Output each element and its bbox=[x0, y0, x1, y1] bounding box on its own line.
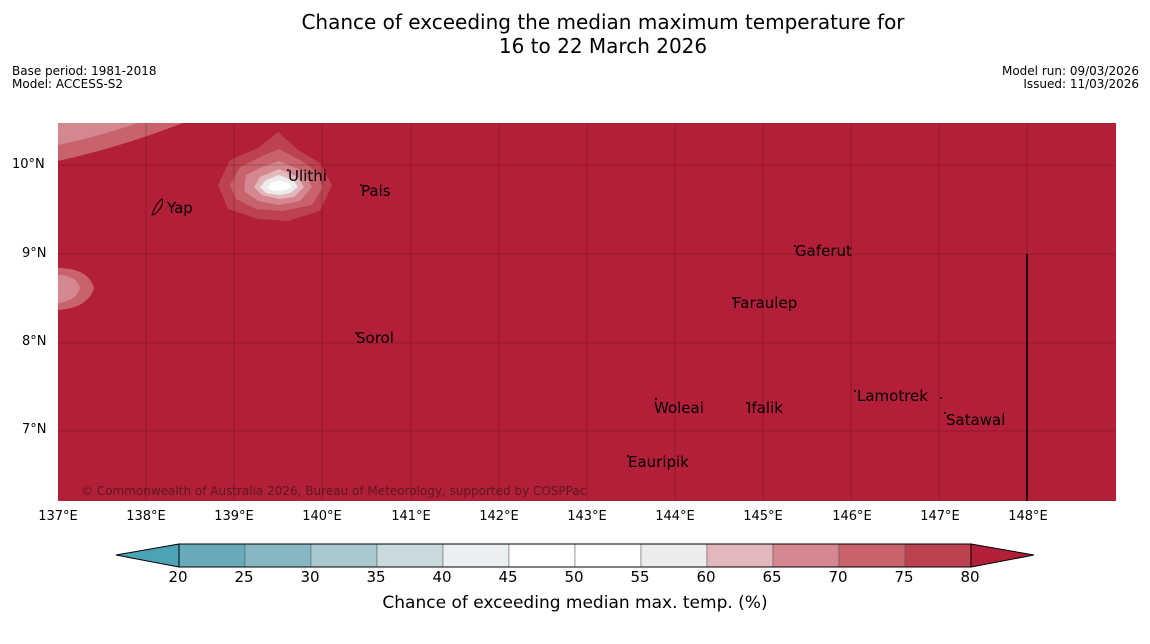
colorbar-bin-55 bbox=[640, 543, 708, 568]
colorbar-tick-55: 55 bbox=[630, 568, 650, 586]
lon-label-142e: 142°E bbox=[479, 509, 519, 524]
lon-label-146e: 146°E bbox=[832, 509, 872, 524]
colorbar-frame bbox=[178, 543, 972, 568]
place-label-pais: Pais bbox=[361, 182, 391, 200]
colorbar-tick-30: 30 bbox=[300, 568, 320, 586]
lon-label-140e: 140°E bbox=[302, 509, 342, 524]
sorol-island-dot bbox=[355, 332, 357, 334]
contour-65-left bbox=[58, 275, 80, 303]
meta-right: Model run: 09/03/2026 Issued: 11/03/2026 bbox=[1002, 65, 1139, 91]
lon-label-139e: 139°E bbox=[214, 509, 254, 524]
colorbar bbox=[115, 543, 1035, 568]
base-period: Base period: 1981-2018 bbox=[12, 64, 157, 78]
map-svg bbox=[58, 123, 1116, 501]
colorbar-bin-30 bbox=[310, 543, 378, 568]
lamotrek-island-dot bbox=[854, 390, 856, 392]
colorbar-bin-25 bbox=[244, 543, 312, 568]
lon-label-141e: 141°E bbox=[391, 509, 431, 524]
lon-label-145e: 145°E bbox=[743, 509, 783, 524]
ifalik-island-dot bbox=[746, 402, 748, 404]
colorbar-tick-50: 50 bbox=[564, 568, 584, 586]
place-label-gaferut: Gaferut bbox=[795, 242, 852, 260]
issued-date: Issued: 11/03/2026 bbox=[1023, 77, 1139, 91]
lat-label-9n: 9°N bbox=[22, 246, 47, 261]
pais-island-dot bbox=[360, 184, 362, 186]
colorbar-tick-40: 40 bbox=[432, 568, 452, 586]
colorbar-tick-70: 70 bbox=[828, 568, 848, 586]
copyright-notice: © Commonwealth of Australia 2026, Bureau… bbox=[81, 484, 587, 498]
gaferut-island-dot bbox=[794, 245, 796, 247]
eauripik-island-dot bbox=[627, 455, 629, 457]
colorbar-bin-40 bbox=[442, 543, 510, 568]
lon-label-143e: 143°E bbox=[567, 509, 607, 524]
lon-label-137e: 137°E bbox=[38, 509, 78, 524]
place-label-eauripik: Eauripik bbox=[628, 453, 689, 471]
colorbar-bin-35 bbox=[376, 543, 444, 568]
colorbar-tick-45: 45 bbox=[498, 568, 518, 586]
model-name: Model: ACCESS-S2 bbox=[12, 77, 124, 91]
lon-label-138e: 138°E bbox=[126, 509, 166, 524]
colorbar-tick-25: 25 bbox=[234, 568, 254, 586]
colorbar-title: Chance of exceeding median max. temp. (%… bbox=[382, 593, 768, 613]
colorbar-bin-75 bbox=[904, 543, 972, 568]
title-line-2: 16 to 22 March 2026 bbox=[498, 34, 708, 58]
colorbar-tick-35: 35 bbox=[366, 568, 386, 586]
place-label-satawal: Satawal bbox=[946, 411, 1006, 429]
colorbar-over-arrow bbox=[970, 543, 1035, 568]
colorbar-bin-65 bbox=[772, 543, 840, 568]
place-label-woleai: Woleai bbox=[654, 399, 704, 417]
model-run: Model run: 09/03/2026 bbox=[1001, 64, 1139, 78]
lon-label-148e: 148°E bbox=[1008, 509, 1048, 524]
colorbar-tick-65: 65 bbox=[762, 568, 782, 586]
place-label-faraulep: Faraulep bbox=[733, 294, 798, 312]
lon-label-147e: 147°E bbox=[920, 509, 960, 524]
satawal-island-dot bbox=[944, 412, 946, 414]
woleai-island-dot bbox=[655, 398, 657, 400]
colorbar-bin-70 bbox=[838, 543, 906, 568]
lat-label-10n: 10°N bbox=[12, 157, 45, 172]
colorbar-tick-60: 60 bbox=[696, 568, 716, 586]
place-label-sorol: Sorol bbox=[356, 329, 394, 347]
lamotrek-east-dot bbox=[940, 397, 942, 399]
colorbar-tick-20: 20 bbox=[168, 568, 188, 586]
ulithi-island-dot bbox=[287, 169, 289, 171]
place-label-lamotrek: Lamotrek bbox=[857, 387, 928, 405]
place-label-ifalik: Ifalik bbox=[747, 399, 783, 417]
map-title: Chance of exceeding the median maximum t… bbox=[0, 10, 1150, 58]
colorbar-bin-50 bbox=[574, 543, 642, 568]
colorbar-bin-60 bbox=[706, 543, 774, 568]
colorbar-tick-80: 80 bbox=[960, 568, 980, 586]
lon-label-144e: 144°E bbox=[655, 509, 695, 524]
meta-left: Base period: 1981-2018 Model: ACCESS-S2 bbox=[12, 65, 157, 91]
contour-65-topleft bbox=[58, 123, 138, 145]
contour-50-ulithi bbox=[268, 180, 292, 191]
colorbar-under-arrow bbox=[115, 543, 180, 568]
colorbar-tick-75: 75 bbox=[894, 568, 914, 586]
place-label-yap: Yap bbox=[167, 199, 193, 217]
lat-label-8n: 8°N bbox=[22, 334, 47, 349]
colorbar-bins bbox=[178, 543, 972, 568]
yap-island-shape bbox=[151, 198, 163, 216]
lat-label-7n: 7°N bbox=[22, 422, 47, 437]
map-panel[interactable] bbox=[58, 123, 1116, 501]
colorbar-bin-45 bbox=[508, 543, 576, 568]
faraulep-island-dot bbox=[732, 297, 734, 299]
place-label-ulithi: Ulithi bbox=[288, 167, 327, 185]
colorbar-bin-20 bbox=[178, 543, 246, 568]
graticule bbox=[58, 123, 1116, 501]
title-line-1: Chance of exceeding the median maximum t… bbox=[301, 10, 905, 34]
